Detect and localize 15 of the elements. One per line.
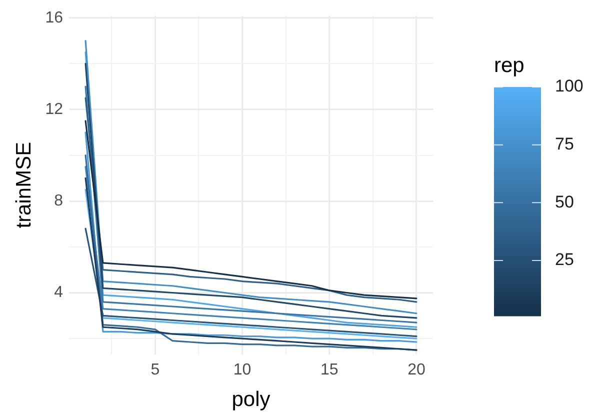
x-axis-title: poly <box>232 388 271 412</box>
y-tick-label: 16 <box>45 9 64 26</box>
x-tick-label: 20 <box>408 362 426 379</box>
x-tick-label: 15 <box>320 362 338 379</box>
x-tick-label: 10 <box>233 362 252 379</box>
color-bar-label: 75 <box>555 134 574 154</box>
y-axis-title: trainMSE <box>12 142 36 228</box>
color-bar-label: 100 <box>555 76 584 96</box>
color-bar-label: 50 <box>555 192 574 212</box>
y-tick-label: 12 <box>45 100 64 118</box>
y-tick-label: 4 <box>54 284 64 302</box>
y-tick-label: 8 <box>54 192 64 210</box>
color-bar-label: 25 <box>555 250 574 270</box>
color-bar-title: rep <box>494 54 524 77</box>
x-tick-label: 5 <box>150 362 160 379</box>
